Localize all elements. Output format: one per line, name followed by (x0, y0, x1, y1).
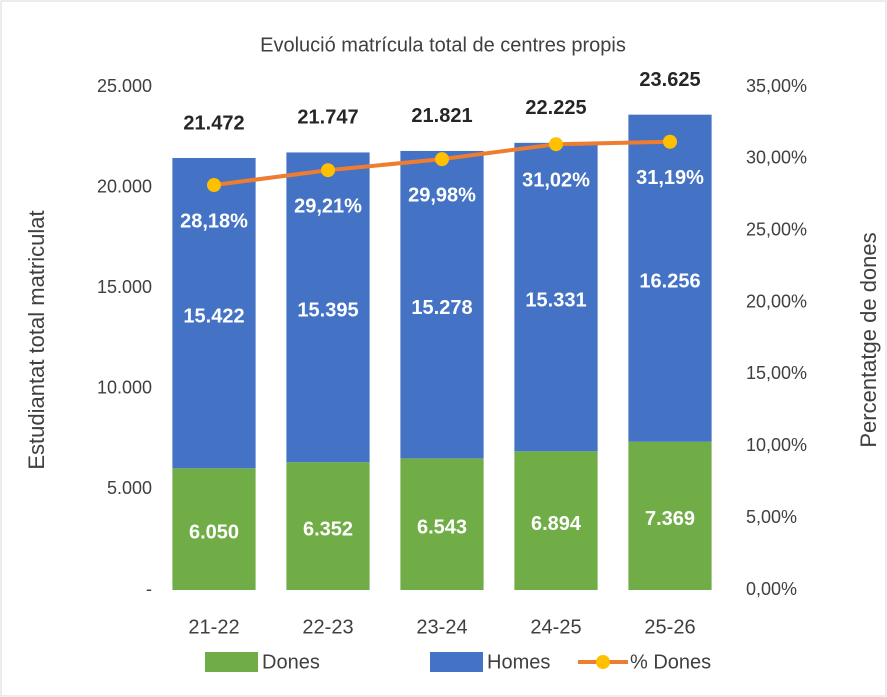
legend-label: Homes (487, 651, 550, 673)
y2-tick-label: 5,00% (746, 507, 797, 527)
y2-tick-label: 25,00% (746, 219, 807, 239)
data-label: 29,21% (294, 195, 362, 217)
total-label: 23.625 (639, 69, 700, 91)
data-label: 7.369 (645, 508, 695, 530)
y2-tick-label: 20,00% (746, 291, 807, 311)
y2-axis-title: Percentatge de dones (856, 232, 881, 447)
data-label: 15.331 (525, 289, 586, 311)
data-label: 6.543 (417, 516, 467, 538)
bar-segment (172, 468, 256, 590)
total-label: 21.472 (183, 112, 244, 134)
legend-swatch (430, 652, 483, 672)
bar-segment (286, 152, 370, 463)
legend-label: Dones (262, 651, 320, 673)
x-tick-label: 24-25 (530, 616, 581, 638)
legend-label: % Dones (630, 651, 711, 673)
y-tick-label: 5.000 (107, 478, 152, 498)
bar-segment (628, 441, 712, 590)
chart-title: Evolució matrícula total de centres prop… (260, 34, 626, 56)
line-marker (435, 152, 449, 167)
total-label: 22.225 (525, 97, 586, 119)
data-label: 16.256 (639, 270, 700, 292)
data-label: 15.395 (297, 300, 358, 322)
legend-swatch (205, 652, 258, 672)
total-label: 21.821 (411, 105, 472, 127)
y-tick-label: 25.000 (97, 76, 152, 96)
legend-marker (596, 655, 610, 669)
x-tick-label: 25-26 (644, 616, 695, 638)
bar-segment (286, 462, 370, 590)
y-tick-label: - (146, 579, 152, 599)
y2-tick-label: 10,00% (746, 435, 807, 455)
x-tick-label: 21-22 (188, 616, 239, 638)
data-label: 31,19% (636, 167, 704, 189)
bar-segment (172, 157, 256, 469)
data-label: 6.050 (189, 521, 239, 543)
bar-segment (514, 142, 598, 452)
bar-segment (514, 451, 598, 590)
data-label: 15.278 (411, 297, 472, 319)
data-label: 15.422 (183, 305, 244, 327)
y-tick-label: 20.000 (97, 176, 152, 196)
line-marker (663, 134, 677, 149)
y-tick-label: 10.000 (97, 378, 152, 398)
y2-tick-label: 15,00% (746, 363, 807, 383)
bar-segment (400, 150, 484, 459)
data-label: 31,02% (522, 169, 590, 191)
x-tick-label: 23-24 (416, 616, 467, 638)
x-tick-label: 22-23 (302, 616, 353, 638)
bar-segment (400, 458, 484, 590)
bar-segment (628, 114, 712, 442)
line-marker (207, 178, 221, 193)
y2-tick-label: 35,00% (746, 76, 807, 96)
data-label: 28,18% (180, 210, 248, 232)
y2-tick-label: 30,00% (746, 148, 807, 168)
data-label: 29,98% (408, 184, 476, 206)
data-label: 6.352 (303, 518, 353, 540)
total-label: 21.747 (297, 107, 358, 129)
line-marker (321, 163, 335, 178)
data-label: 6.894 (531, 513, 582, 535)
y2-tick-label: 0,00% (746, 579, 797, 599)
y-tick-label: 15.000 (97, 277, 152, 297)
line-marker (549, 137, 563, 152)
y-axis-title: Estudiantat total matriculat (24, 210, 49, 469)
